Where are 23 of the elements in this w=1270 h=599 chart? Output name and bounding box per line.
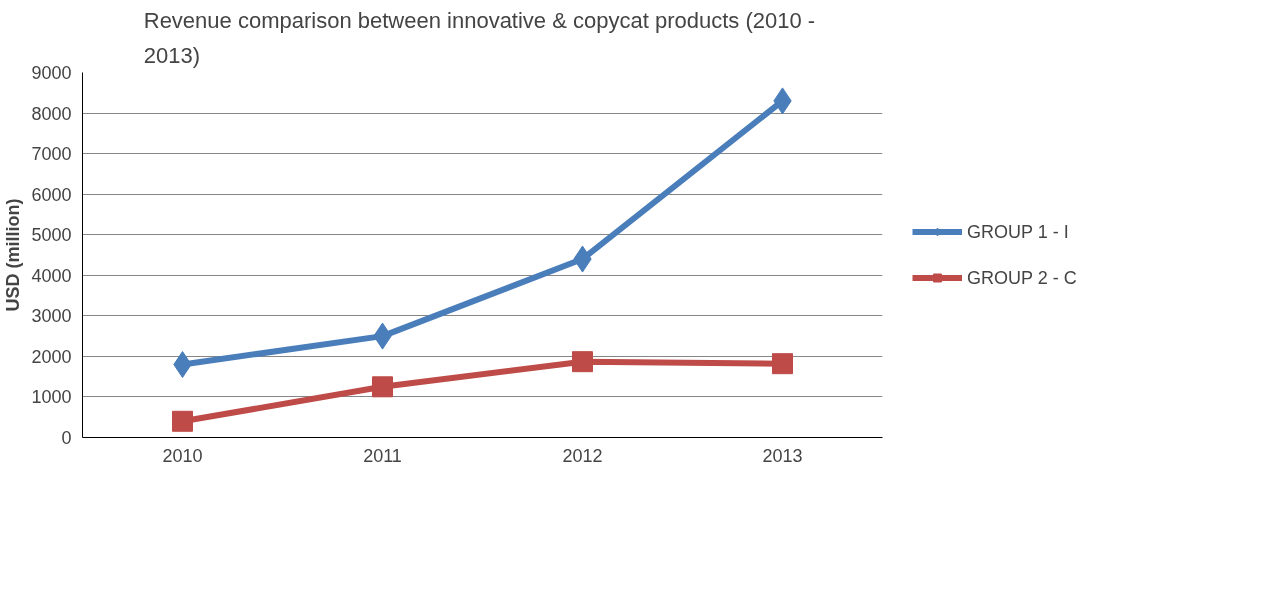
- point: [172, 410, 193, 432]
- y-tick-label: 4000: [31, 265, 72, 286]
- point: [173, 351, 192, 378]
- x-tick-label: 2012: [562, 445, 603, 466]
- y-tick-label: 2000: [31, 346, 72, 367]
- y-tick-label: 0: [61, 428, 72, 448]
- point: [772, 353, 793, 375]
- y-tick-label: 3000: [31, 306, 72, 327]
- y-tick-label: 7000: [31, 144, 72, 165]
- y-tick-label: 8000: [31, 103, 72, 124]
- y-axis-title: USD (million): [3, 198, 24, 312]
- x-tick-label: 2010: [162, 445, 203, 466]
- x-tick-label: 2011: [363, 445, 402, 466]
- y-tick-label: 1000: [31, 387, 72, 408]
- x-tick-label: 2013: [762, 445, 803, 466]
- legend-label: GROUP 1 - I: [967, 221, 1069, 242]
- y-tick-label: 5000: [31, 225, 72, 246]
- chart-title: Revenue comparison between innovative & copycat products (2010 - 2013): [143, 7, 816, 68]
- legend-label: GROUP 2 - C: [967, 267, 1077, 288]
- point: [372, 376, 393, 398]
- y-tick-label: 6000: [31, 184, 72, 205]
- y-tick-label: 9000: [31, 63, 72, 83]
- point: [572, 351, 593, 373]
